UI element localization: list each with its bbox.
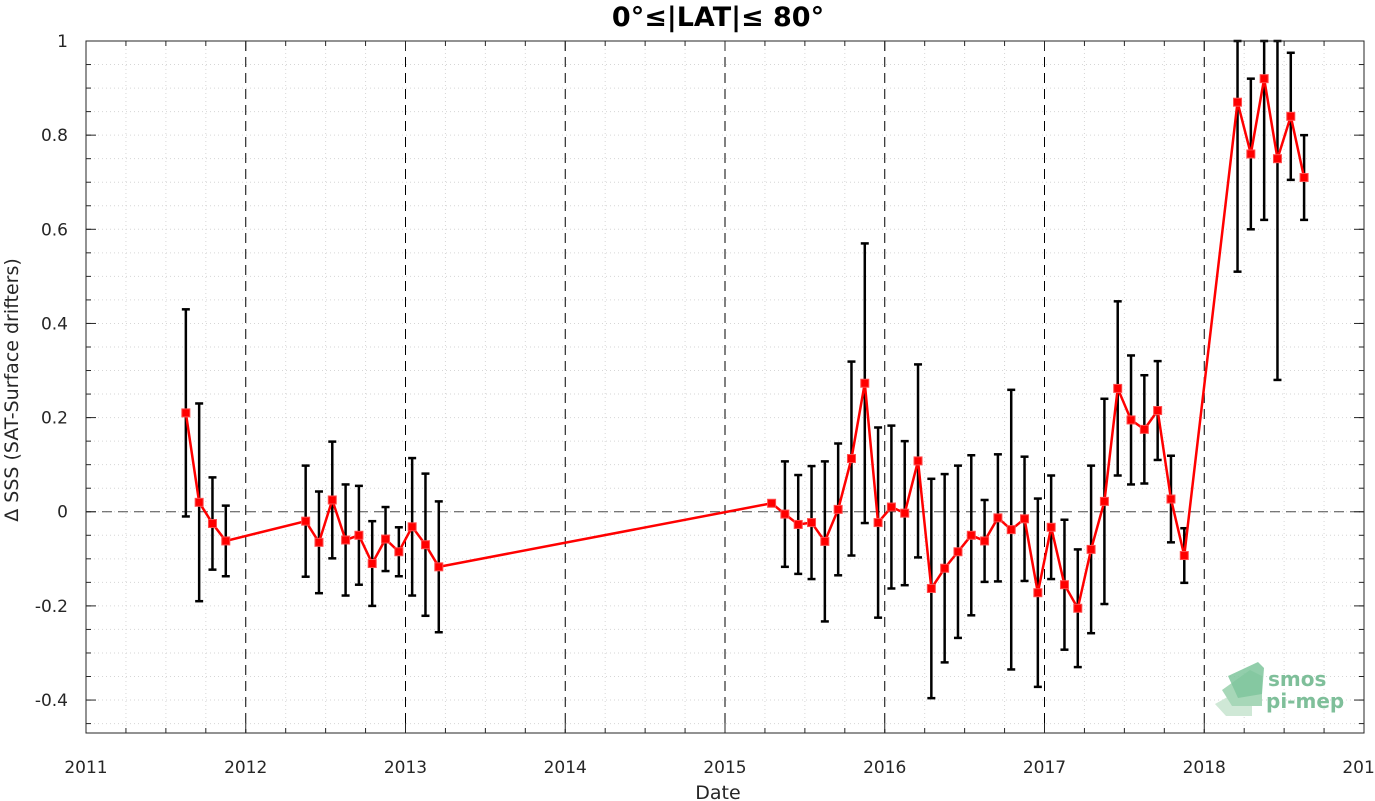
year-boundary-lines [245,41,1205,733]
data-point [833,504,843,514]
y-tick-label: -0.2 [35,597,68,617]
y-tick-label: 0 [57,503,68,523]
data-point [1020,514,1030,524]
data-point [900,508,910,518]
y-tick-label: 0.6 [41,220,68,240]
data-point [807,518,817,528]
data-point [860,378,870,388]
data-point [846,454,856,464]
data-point [1166,494,1176,504]
x-tick-label: 2011 [64,758,107,778]
data-point [1246,149,1256,159]
x-tick-label: 2015 [703,758,746,778]
x-tick-label: 2019 [1342,758,1375,778]
x-tick-label: 2013 [384,758,427,778]
data-point [1286,111,1296,121]
y-axis-title: Δ SSS (SAT-Surface drifters) [1,258,23,522]
data-point [327,495,337,505]
error-bars [181,39,1309,700]
data-point [1153,406,1163,416]
logo-text-line1: smos [1268,667,1326,691]
data-point [1113,383,1123,393]
data-point [980,536,990,546]
data-point [314,537,324,547]
data-point [793,519,803,529]
x-tick-labels: 2011 2012 2013 2014 2015 2016 2017 2018 2019 [64,758,1375,778]
data-point [1086,544,1096,554]
axis-ticks [85,40,1365,733]
data-point [1099,496,1109,506]
chart-title: 0°≤|LAT|≤ 80° [612,2,824,33]
data-point [1059,580,1069,590]
y-tick-label: -0.4 [35,691,68,711]
data-point [194,497,204,507]
y-tick-label: 0.4 [41,314,68,334]
smos-pi-mep-logo: smos pi-mep [1215,662,1344,716]
data-point [394,547,404,557]
data-point [1179,551,1189,561]
data-point [1259,74,1269,84]
data-point [1299,173,1309,183]
y-tick-label: 0.8 [41,126,68,146]
series-line [184,78,1306,612]
data-point [367,559,377,569]
x-tick-label: 2017 [1023,758,1066,778]
x-tick-label: 2012 [224,758,267,778]
data-point [1272,154,1282,164]
data-point [381,534,391,544]
data-point [873,518,883,528]
data-point [407,522,417,532]
data-point [1139,424,1149,434]
y-tick-labels: -0.4 -0.2 0 0.2 0.4 0.6 0.8 1 [35,32,68,711]
data-point [354,530,364,540]
data-point [780,509,790,519]
data-point [420,540,430,550]
data-point [966,530,976,540]
data-point [1126,415,1136,425]
data-point [301,516,311,526]
x-tick-label: 2014 [544,758,587,778]
x-tick-label: 2018 [1183,758,1226,778]
y-tick-label: 0.2 [41,409,68,429]
data-point [1233,97,1243,107]
data-point [341,535,351,545]
data-point [221,536,231,546]
data-point [181,408,191,418]
data-point [913,456,923,466]
data-point [1006,525,1016,535]
data-point [953,547,963,557]
data-point [993,513,1003,523]
minor-grid [86,40,1364,733]
logo-text-line2: pi-mep [1266,689,1344,713]
data-point [940,563,950,573]
x-axis-title: Date [695,782,740,801]
data-point [1073,603,1083,613]
data-point [820,536,830,546]
x-tick-label: 2016 [863,758,906,778]
data-points [181,74,1309,613]
logo-mark-icon [1215,662,1264,716]
data-point [1046,522,1056,532]
data-point [207,519,217,529]
data-point [886,502,896,512]
y-tick-label: 1 [57,32,68,52]
data-point [926,583,936,593]
data-point [767,498,777,508]
data-point [434,562,444,572]
data-point [1033,588,1043,598]
